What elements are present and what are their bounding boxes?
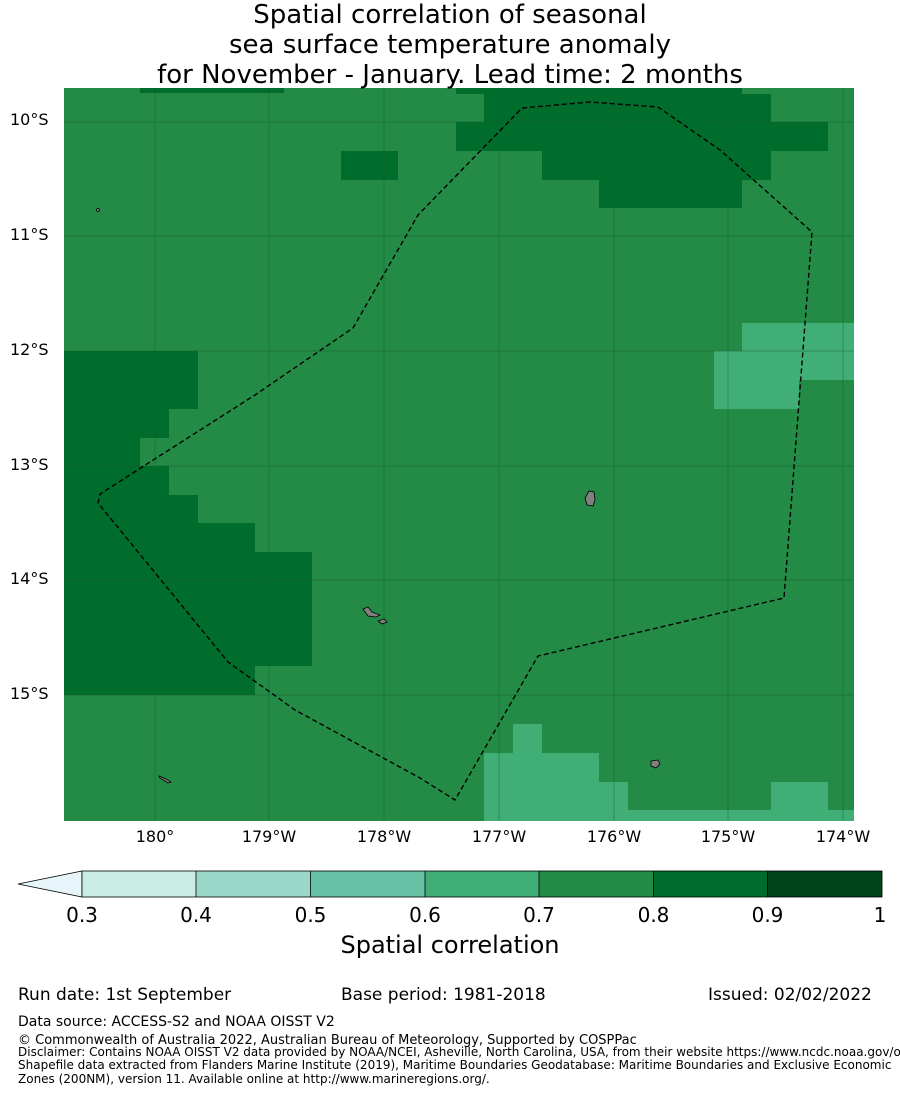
colorbar-tick-0.9: 0.9	[751, 903, 784, 927]
colorbar-tick-0.7: 0.7	[523, 903, 555, 927]
colorbar-tick-0.6: 0.6	[409, 903, 441, 927]
title-line-3: for November - January. Lead time: 2 mon…	[157, 60, 743, 90]
colorbar-tick-0.5: 0.5	[294, 903, 327, 927]
colorbar-bin-0.3-0.4	[82, 871, 196, 897]
lat-label-10s: 10°S	[10, 110, 49, 129]
colorbar-bin-0.7-0.8	[539, 871, 654, 897]
lat-label-13s: 13°S	[10, 455, 49, 474]
island-wallis	[584, 490, 596, 507]
colorbar-tick-0.8: 0.8	[637, 903, 670, 927]
lon-label-178w: 178°W	[356, 827, 412, 846]
title-line-1: Spatial correlation of seasonal	[253, 0, 647, 30]
lat-label-12s: 12°S	[10, 340, 49, 359]
island-islet-north	[96, 208, 100, 212]
island-alofi	[377, 618, 388, 625]
lat-label-15s: 15°S	[10, 684, 49, 703]
data-source: Data source: ACCESS-S2 and NOAA OISST V2	[18, 1014, 335, 1030]
disclaimer-line-1: Disclaimer: Contains NOAA OISST V2 data …	[18, 1046, 900, 1059]
colorbar-tick-0.4: 0.4	[180, 903, 212, 927]
lat-label-11s: 11°S	[10, 225, 49, 244]
map-title: Spatial correlation of seasonal sea surf…	[0, 0, 900, 90]
lon-label-179w: 179°W	[241, 827, 297, 846]
island-south	[650, 759, 661, 769]
colorbar-label: Spatial correlation	[340, 931, 560, 959]
map-panel	[64, 88, 854, 821]
colorbar-extend-arrow	[17, 870, 83, 898]
colorbar-bin-0.4-0.5	[196, 871, 311, 897]
correlation-0.8-0.9-regions	[64, 88, 828, 695]
lat-label-14s: 14°S	[10, 569, 49, 588]
issued-date: Issued: 02/02/2022	[708, 985, 872, 1005]
lon-label-177w: 177°W	[471, 827, 527, 846]
colorbar-bin-0.6-0.7	[425, 871, 539, 897]
colorbar-bin-0.9-1	[767, 871, 882, 897]
disclaimer-line-3: Zones (200NM), version 11. Available onl…	[18, 1072, 490, 1086]
lon-label-176w: 176°W	[586, 827, 642, 846]
colorbar-bin-0.8-0.9	[653, 871, 768, 897]
gridlines	[64, 88, 854, 821]
colorbar	[17, 870, 883, 898]
lon-label-175w: 175°W	[700, 827, 756, 846]
island-reef-west	[158, 775, 172, 784]
base-period: Base period: 1981-2018	[341, 985, 546, 1005]
colorbar-tick-0.3: 0.3	[66, 903, 98, 927]
disclaimer-line-2: Shapefile data extracted from Flanders M…	[18, 1059, 892, 1072]
lon-label-174w: 174°W	[815, 827, 871, 846]
colorbar-tick-1: 1	[873, 903, 887, 927]
eez-boundary	[97, 101, 813, 801]
lon-label-180: 180°	[135, 827, 175, 846]
colorbar-bin-0.5-0.6	[310, 871, 425, 897]
islands	[96, 208, 661, 784]
title-line-2: sea surface temperature anomaly	[229, 30, 671, 60]
copyright: © Commonwealth of Australia 2022, Austra…	[18, 1033, 637, 1048]
correlation-0.6-0.7-regions	[484, 323, 854, 821]
island-futuna	[362, 606, 381, 618]
run-date: Run date: 1st September	[18, 985, 232, 1005]
